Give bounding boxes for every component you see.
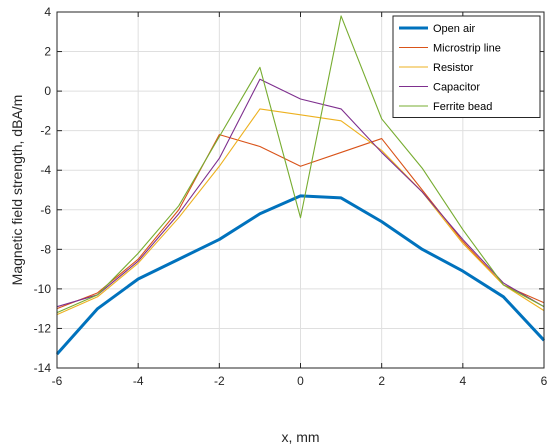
y-tick-label: 0	[44, 84, 51, 98]
y-axis-label: Magnetic field strength, dBA/m	[9, 95, 25, 286]
y-tick-label: 4	[44, 5, 51, 19]
series-lines	[55, 15, 546, 356]
x-tick-label: 4	[459, 374, 466, 388]
y-tick-label: -8	[40, 242, 51, 256]
y-tick-label: -12	[34, 321, 52, 335]
x-axis-label: x, mm	[281, 429, 319, 445]
x-tick-label: -2	[214, 374, 225, 388]
y-tick-label: 2	[44, 45, 51, 59]
legend-label: Ferrite bead	[433, 101, 492, 113]
legend-label: Open air	[433, 23, 476, 35]
y-tick-label: -14	[34, 361, 52, 375]
series-line-resistor	[56, 108, 545, 316]
y-tick-label: -10	[34, 282, 52, 296]
x-tick-label: 6	[541, 374, 548, 388]
y-axis-ticks: -14 -12 -10 -8 -6 -4 -2 0 2 4	[34, 5, 544, 375]
x-tick-label: 2	[378, 374, 385, 388]
x-tick-label: -6	[52, 374, 63, 388]
legend-label: Microstrip line	[433, 43, 501, 55]
series-line-open-air	[55, 194, 546, 356]
series-line-microstrip-line	[56, 134, 545, 310]
y-tick-label: -4	[40, 163, 51, 177]
series-line-capacitor	[56, 78, 545, 308]
y-tick-label: -2	[40, 124, 51, 138]
legend-label: Capacitor	[433, 82, 480, 94]
legend-label: Resistor	[433, 62, 474, 74]
x-tick-label: 0	[297, 374, 304, 388]
x-tick-label: -4	[133, 374, 144, 388]
series-line-ferrite-bead	[56, 15, 545, 314]
legend: Open air Microstrip line Resistor Capacitor…	[392, 15, 541, 118]
x-axis-ticks: -6 -4 -2 0 2 4 6	[52, 12, 548, 388]
y-tick-label: -6	[40, 203, 51, 217]
